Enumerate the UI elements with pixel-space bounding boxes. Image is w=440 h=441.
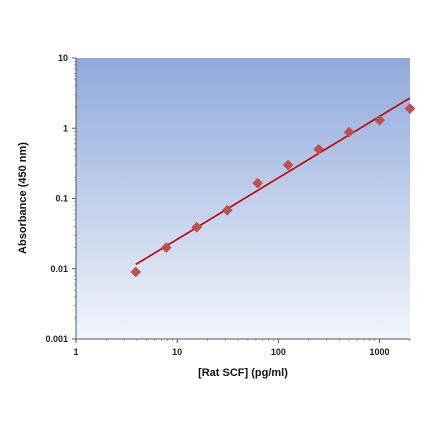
data-point [343, 126, 355, 138]
data-points [130, 103, 416, 278]
data-point [191, 221, 203, 233]
data-point [374, 114, 385, 126]
fit-line [135, 97, 411, 266]
y-tick-label: 0.01 [50, 264, 68, 274]
x-tick-label: 100 [271, 347, 286, 357]
x-tick-label: 1 [73, 347, 78, 357]
y-axis-label: Absorbance (450 nm) [17, 142, 29, 254]
fit-line-layer [135, 97, 411, 266]
x-tick-label: 1000 [370, 347, 390, 357]
data-point [221, 204, 233, 216]
data-point [404, 103, 416, 115]
data-point [282, 159, 294, 171]
y-tick-label: 0.001 [45, 334, 68, 344]
y-tick-label: 0.1 [55, 194, 68, 204]
x-axis-label: [Rat SCF] (pg/ml) [198, 367, 288, 379]
data-point [130, 266, 142, 278]
y-tick-label: 10 [58, 53, 68, 63]
y-tick-label: 1 [63, 123, 68, 133]
x-tick-label: 10 [172, 347, 182, 357]
data-point [160, 242, 172, 253]
axes [72, 57, 411, 343]
data-point [313, 144, 324, 155]
data-point [252, 177, 264, 189]
tick-labels: 0.001 0.01 0.1 1 10 1 10 100 1000 [45, 53, 389, 357]
